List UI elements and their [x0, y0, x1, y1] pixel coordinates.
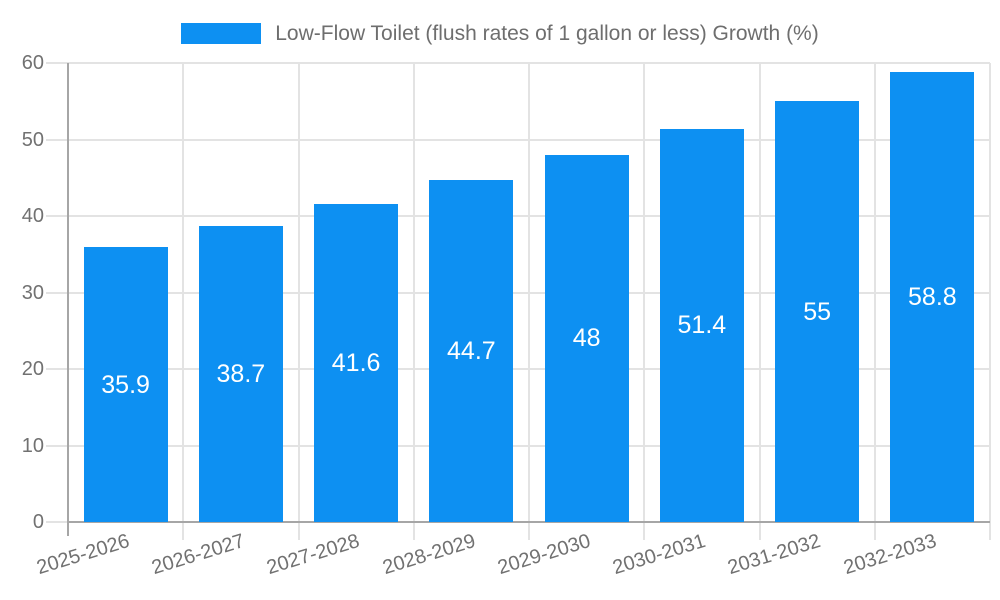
y-tick-label: 30 — [21, 281, 44, 304]
bar: 44.7 — [429, 180, 514, 522]
x-tick-label: 2028-2029 — [379, 530, 478, 580]
bar: 58.8 — [890, 72, 975, 522]
bar-value-label: 48 — [572, 324, 601, 353]
y-tick — [46, 215, 68, 217]
y-tick-label: 50 — [21, 128, 44, 151]
x-tick-label: 2025-2026 — [34, 530, 133, 580]
y-tick-label: 20 — [21, 358, 44, 380]
gridline-vertical — [989, 63, 991, 522]
y-tick — [46, 444, 68, 447]
x-tick-label: 2030-2031 — [610, 530, 709, 580]
y-tick — [46, 138, 68, 141]
bar: 41.6 — [314, 203, 399, 522]
bar-value-label: 38.7 — [216, 359, 266, 388]
bar-value-label: 55 — [803, 297, 832, 326]
gridline-vertical — [297, 63, 300, 522]
x-tick — [182, 522, 185, 540]
bar: 35.9 — [83, 247, 168, 522]
x-tick — [528, 522, 530, 540]
x-axis-line — [68, 521, 990, 523]
gridline-vertical — [182, 63, 185, 522]
y-tick — [46, 291, 68, 294]
legend: Low-Flow Toilet (flush rates of 1 gallon… — [0, 22, 1000, 45]
x-tick-label: 2032-2033 — [840, 530, 939, 580]
x-tick-label: 2027-2028 — [264, 530, 363, 580]
y-axis-line — [67, 63, 69, 536]
bar: 38.7 — [198, 225, 283, 522]
x-tick — [412, 522, 415, 540]
x-tick-label: 2031-2032 — [725, 530, 824, 580]
x-tick — [297, 522, 300, 540]
x-tick — [989, 522, 991, 540]
y-tick-label: 60 — [21, 52, 44, 74]
x-tick — [643, 522, 646, 540]
gridline-vertical — [873, 63, 876, 522]
x-tick-label: 2026-2027 — [149, 530, 248, 580]
bar-value-label: 35.9 — [101, 370, 150, 399]
bar-value-label: 41.6 — [331, 348, 381, 377]
gridline-vertical — [758, 63, 761, 522]
bar-value-label: 51.4 — [677, 311, 727, 340]
x-tick-label: 2029-2030 — [495, 530, 594, 580]
y-tick — [46, 62, 68, 64]
y-tick — [46, 368, 68, 370]
bar-value-label: 58.8 — [908, 283, 957, 312]
legend-swatch — [181, 23, 262, 44]
gridline-vertical — [412, 63, 415, 522]
gridline-vertical — [643, 63, 646, 522]
legend-label: Low-Flow Toilet (flush rates of 1 gallon… — [275, 22, 819, 45]
y-tick-label: 10 — [21, 434, 44, 457]
bar: 48 — [544, 154, 629, 522]
x-tick — [758, 522, 761, 540]
bar: 51.4 — [659, 128, 744, 522]
gridline-vertical — [528, 63, 530, 522]
x-tick — [873, 522, 876, 540]
y-tick-label: 40 — [21, 205, 44, 227]
bar: 55 — [775, 101, 860, 522]
y-tick — [46, 521, 68, 523]
bar-value-label: 44.7 — [447, 337, 496, 365]
y-tick-label: 0 — [32, 511, 44, 533]
